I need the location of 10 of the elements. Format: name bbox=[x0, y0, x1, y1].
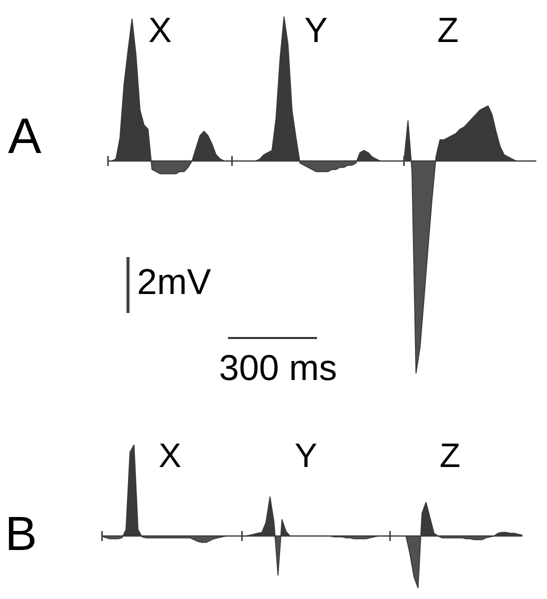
series-label: Y bbox=[294, 437, 318, 475]
series-label: X bbox=[148, 11, 172, 50]
text: A bbox=[8, 108, 42, 164]
series-label: X bbox=[158, 437, 182, 475]
series-label: Z bbox=[437, 11, 459, 50]
text: B bbox=[5, 508, 38, 561]
series-label: Y bbox=[304, 11, 328, 50]
series-label: Z bbox=[440, 437, 460, 475]
annotation: 300 ms bbox=[218, 347, 338, 388]
annotation: 2mV bbox=[137, 261, 212, 302]
